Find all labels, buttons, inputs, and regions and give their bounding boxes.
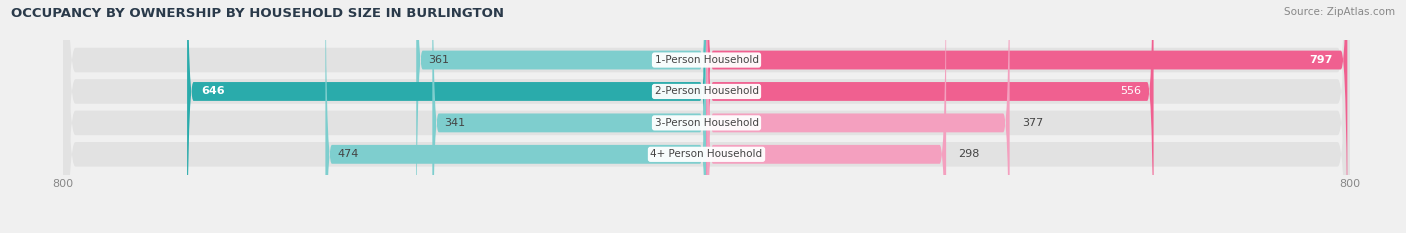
FancyBboxPatch shape xyxy=(707,0,946,233)
FancyBboxPatch shape xyxy=(63,0,1350,233)
FancyBboxPatch shape xyxy=(416,0,707,233)
Text: 298: 298 xyxy=(957,149,980,159)
Text: 1-Person Household: 1-Person Household xyxy=(655,55,758,65)
Text: 341: 341 xyxy=(444,118,465,128)
FancyBboxPatch shape xyxy=(707,0,1010,233)
Text: 3-Person Household: 3-Person Household xyxy=(655,118,758,128)
Text: 474: 474 xyxy=(337,149,359,159)
Text: 2-Person Household: 2-Person Household xyxy=(655,86,758,96)
Text: 377: 377 xyxy=(1022,118,1043,128)
FancyBboxPatch shape xyxy=(63,0,1350,233)
Text: Source: ZipAtlas.com: Source: ZipAtlas.com xyxy=(1284,7,1395,17)
FancyBboxPatch shape xyxy=(187,0,707,233)
Text: OCCUPANCY BY OWNERSHIP BY HOUSEHOLD SIZE IN BURLINGTON: OCCUPANCY BY OWNERSHIP BY HOUSEHOLD SIZE… xyxy=(11,7,505,20)
Text: 797: 797 xyxy=(1309,55,1333,65)
Text: 361: 361 xyxy=(429,55,450,65)
Text: 4+ Person Household: 4+ Person Household xyxy=(651,149,762,159)
FancyBboxPatch shape xyxy=(63,0,1350,233)
FancyBboxPatch shape xyxy=(432,0,707,233)
FancyBboxPatch shape xyxy=(707,0,1153,233)
FancyBboxPatch shape xyxy=(63,0,1350,233)
Text: 556: 556 xyxy=(1121,86,1142,96)
Text: 646: 646 xyxy=(201,86,225,96)
FancyBboxPatch shape xyxy=(325,0,707,233)
FancyBboxPatch shape xyxy=(707,0,1347,233)
